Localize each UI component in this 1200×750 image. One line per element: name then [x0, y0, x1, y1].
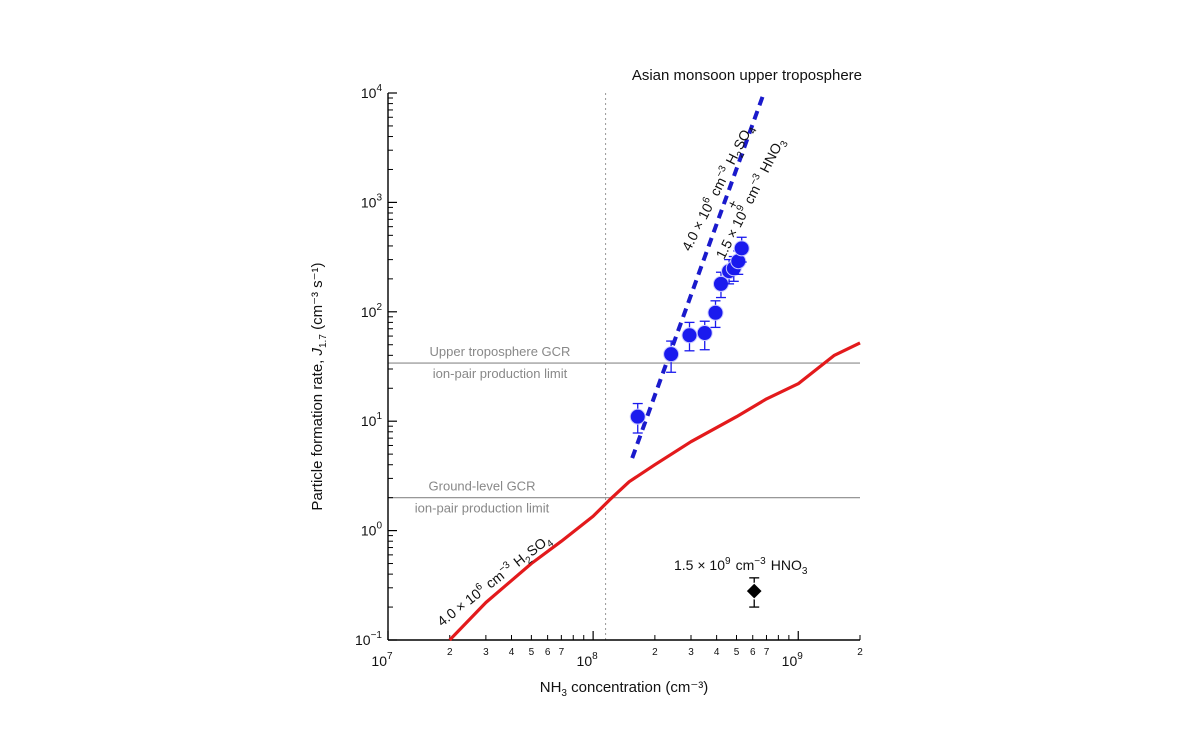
h2so4-line: [448, 341, 861, 642]
h2so4-hno3-dashed-line: [630, 92, 766, 459]
x-minor-tick-label: 7: [764, 647, 770, 658]
y-tick-label: 104: [361, 83, 383, 101]
x-minor-tick-label: 6: [545, 647, 551, 658]
y-axis-title: Particle formation rate, J1.7 (cm⁻³ s⁻¹): [309, 262, 329, 510]
x-minor-tick-label: 2: [652, 647, 658, 658]
reference-line-label: Ground-level GCR: [429, 479, 536, 494]
x-minor-tick-label: 2: [447, 647, 453, 658]
x-minor-tick-label: 3: [688, 647, 694, 658]
x-minor-tick-label: 4: [509, 647, 515, 658]
data-point: [629, 408, 646, 425]
dashed-line-label-hno3: 1.5 × 109 cm−3 HNO3: [712, 134, 792, 263]
reference-line-label: Upper troposphere GCR: [430, 344, 571, 359]
x-minor-tick-label: 7: [559, 647, 565, 658]
y-tick-label: 103: [361, 192, 383, 210]
x-minor-tick-label: 5: [529, 647, 535, 658]
data-point: [681, 327, 698, 344]
hno3-only-point: [745, 582, 763, 600]
data-point: [707, 304, 724, 321]
series-layer: [448, 92, 861, 642]
x-tick-label: 108: [577, 651, 599, 669]
chart-title: Asian monsoon upper troposphere: [632, 67, 862, 84]
data-point: [733, 240, 750, 257]
x-tick-label: 107: [371, 651, 393, 669]
reference-line-label: ion-pair production limit: [433, 366, 568, 381]
x-tick-label: 109: [782, 651, 804, 669]
reference-line-label: ion-pair production limit: [415, 501, 550, 516]
y-tick-label: 100: [361, 521, 383, 539]
y-tick-label: 102: [361, 302, 383, 320]
x-minor-tick-label: 3: [483, 647, 489, 658]
h2so4-line-label: 4.0 × 106 cm−3 H2 SO4: [433, 529, 557, 632]
y-tick-label: 101: [361, 411, 383, 429]
data-point: [663, 346, 680, 363]
hno3-only-label: 1.5 × 109 cm−3 HNO3: [674, 556, 809, 577]
x-minor-tick-label: 5: [734, 647, 740, 658]
x-minor-tick-label: 4: [714, 647, 720, 658]
data-point: [696, 325, 713, 342]
y-tick-label: 10−1: [355, 630, 382, 648]
x-minor-tick-label: 2: [857, 647, 863, 658]
x-minor-tick-label: 6: [750, 647, 756, 658]
x-axis-title: NH3 concentration (cm⁻³): [540, 679, 709, 699]
reference-lines-layer: Upper troposphere GCR ion-pair production…: [388, 93, 860, 640]
